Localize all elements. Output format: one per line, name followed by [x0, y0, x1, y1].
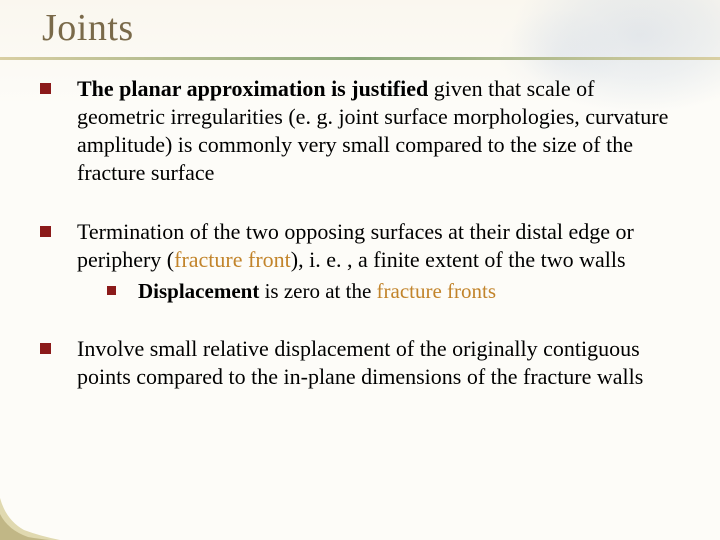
- item-text: Involve small relative displacement of t…: [77, 335, 680, 391]
- sub-item-text: Displacement is zero at the fracture fro…: [138, 278, 680, 305]
- bullet-icon: [40, 343, 51, 354]
- list-item: Involve small relative displacement of t…: [40, 335, 680, 391]
- slide-body: The planar approximation is justified gi…: [40, 75, 680, 421]
- corner-decoration: [0, 480, 60, 540]
- item-text: The planar approximation is justified gi…: [77, 75, 680, 188]
- slide: Joints The planar approximation is justi…: [0, 0, 720, 540]
- bullet-icon: [40, 83, 51, 94]
- item-text: Termination of the two opposing surfaces…: [77, 218, 680, 305]
- sub-list-item: Displacement is zero at the fracture fro…: [107, 278, 680, 305]
- bullet-icon: [107, 286, 116, 295]
- list-item: The planar approximation is justified gi…: [40, 75, 680, 188]
- title-underline: [0, 57, 720, 60]
- slide-title: Joints: [42, 6, 134, 50]
- bullet-icon: [40, 226, 51, 237]
- list-item: Termination of the two opposing surfaces…: [40, 218, 680, 305]
